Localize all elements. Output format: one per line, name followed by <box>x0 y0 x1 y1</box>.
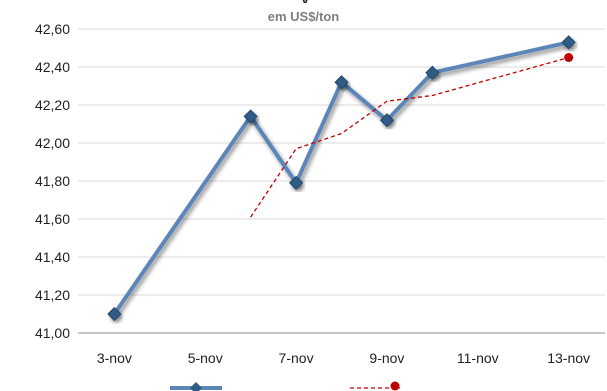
data-point-diamond <box>334 75 349 90</box>
data-point-diamond <box>425 65 440 80</box>
x-tick-label: 11-nov <box>457 350 499 366</box>
data-point-diamond <box>107 306 122 322</box>
legend-marker-diamond <box>190 382 202 391</box>
y-tick-label: 41,60 <box>35 211 70 227</box>
y-tick-label: 41,80 <box>35 173 70 189</box>
y-tick-label: 42,00 <box>35 135 70 151</box>
y-tick-label: 42,20 <box>35 97 70 113</box>
x-tick-label: 9-nov <box>369 350 404 366</box>
x-tick-label: 13-nov <box>547 350 590 366</box>
chart-title-fragment: y <box>290 0 320 3</box>
legend-marker-circle <box>390 381 400 391</box>
y-tick-label: 41,20 <box>35 287 70 303</box>
data-point-diamond <box>379 113 394 128</box>
data-point-diamond <box>561 35 576 50</box>
chart-subtitle: em US$/ton <box>267 9 340 24</box>
data-point-diamond <box>289 175 304 190</box>
x-tick-label: 7-nov <box>279 350 314 366</box>
y-tick-label: 42,40 <box>35 59 70 75</box>
data-point-circle <box>564 53 574 62</box>
y-tick-label: 42,60 <box>35 21 70 37</box>
y-tick-label: 41,40 <box>35 249 70 265</box>
x-tick-label: 3-nov <box>97 350 132 366</box>
x-tick-label: 5-nov <box>188 350 223 366</box>
y-tick-label: 41,00 <box>35 325 70 341</box>
data-point-diamond <box>243 109 258 124</box>
series-line-dashed <box>250 56 569 218</box>
